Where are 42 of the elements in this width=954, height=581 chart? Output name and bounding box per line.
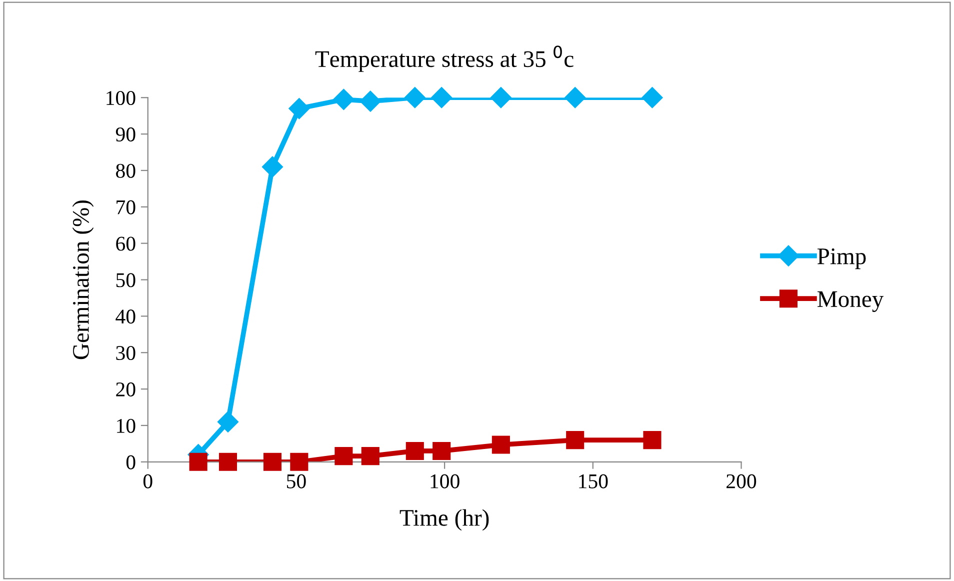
x-tick-label: 50: [287, 474, 306, 488]
point: [290, 452, 308, 471]
y-tick-label: 40: [116, 310, 136, 324]
x-tick-label: 200: [726, 474, 756, 488]
y-tick-label: 90: [116, 127, 136, 142]
y-tick-label: 20: [116, 382, 136, 396]
point: [361, 447, 380, 466]
y-axis-title: Germination (%): [72, 200, 94, 360]
point: [642, 87, 663, 108]
point: [288, 98, 310, 120]
chart-title: Temperature stress at 35 $^{0}$c: [315, 46, 574, 72]
y-tick-label: 10: [117, 418, 136, 433]
point: [406, 442, 424, 460]
x-tick-label: 100: [430, 474, 460, 488]
point: [566, 431, 584, 450]
legend-label: Pimp: [817, 248, 866, 270]
point: [217, 411, 238, 432]
point: [404, 87, 426, 108]
point: [492, 436, 510, 454]
legend-label: Money: [817, 291, 884, 312]
y-tick-label: 100: [106, 90, 136, 106]
y-tick-label: 0: [126, 455, 136, 470]
x-tick-label: 0: [143, 474, 152, 488]
point: [333, 88, 354, 110]
point: [490, 87, 512, 108]
point: [189, 452, 208, 471]
point: [643, 431, 662, 450]
y-tick-label: 80: [116, 164, 136, 178]
point: [218, 452, 238, 471]
point: [263, 452, 282, 471]
point: [360, 90, 381, 112]
point: [431, 87, 452, 108]
point: [432, 442, 451, 460]
point: [334, 447, 353, 466]
x-axis-title: Time (hr): [400, 509, 489, 531]
y-tick-label: 70: [116, 200, 136, 214]
point: [564, 87, 586, 108]
y-tick-label: 60: [116, 236, 136, 251]
y-tick-label: 50: [116, 273, 136, 288]
x-tick-label: 150: [579, 474, 608, 488]
point: [262, 156, 283, 178]
y-tick-label: 30: [116, 346, 136, 360]
